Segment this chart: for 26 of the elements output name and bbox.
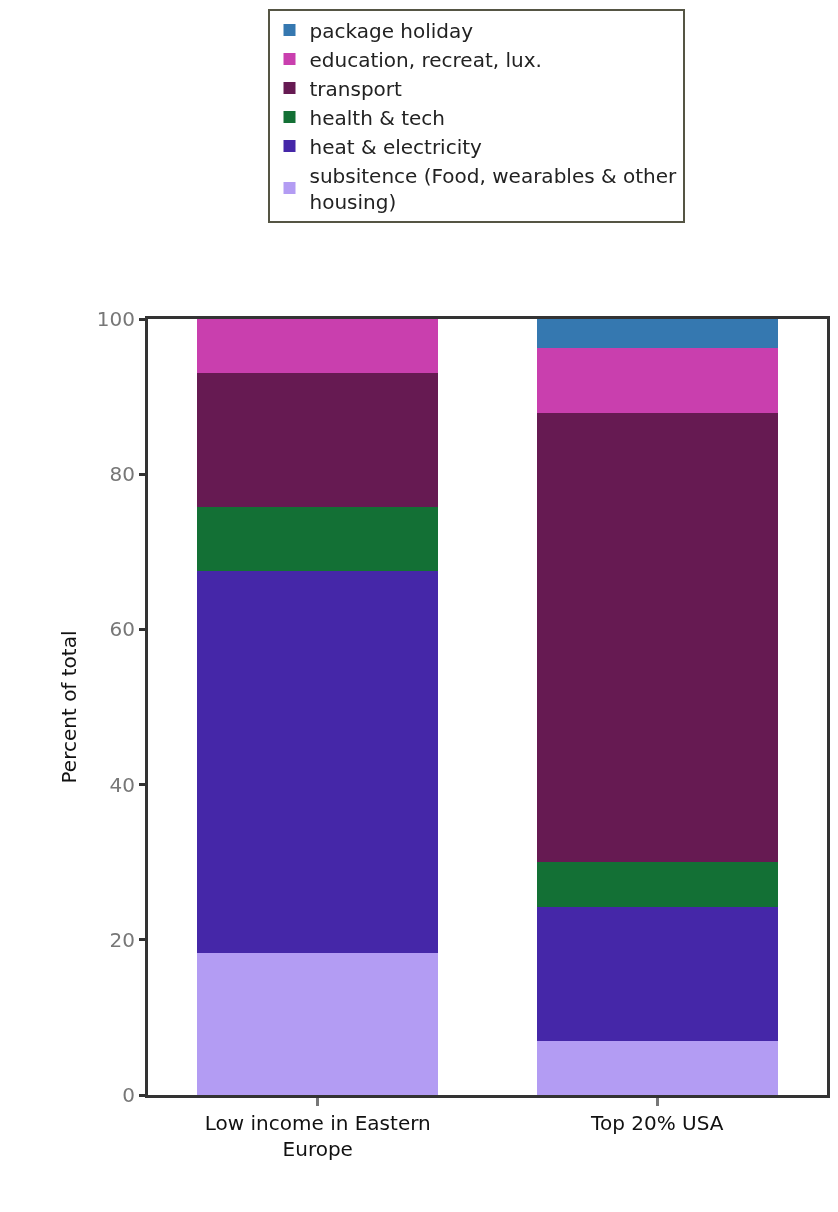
bar	[197, 952, 439, 1095]
legend-label: heat & electricity	[309, 134, 483, 159]
y-tick-label: 60	[109, 617, 135, 642]
y-tick-label: 0	[122, 1083, 135, 1107]
y-tick-label: 80	[109, 462, 135, 487]
bar	[197, 571, 439, 953]
bar	[536, 319, 778, 348]
legend-label: transport	[309, 76, 403, 101]
bar	[197, 506, 439, 572]
bar	[536, 347, 778, 413]
legend-label: health & tech	[309, 105, 445, 130]
y-tick-label: 40	[109, 772, 135, 797]
y-tick-label: 20	[109, 927, 135, 952]
bar	[536, 862, 778, 908]
y-axis-title: Percent of total	[57, 630, 82, 784]
bar	[197, 319, 439, 374]
bar	[197, 373, 439, 507]
bar	[536, 907, 778, 1041]
x-tick-label: Top 20% USA	[590, 1111, 724, 1135]
y-tick-label: 100	[96, 307, 135, 331]
legend-label: package holiday	[309, 18, 474, 43]
bar	[536, 412, 778, 863]
legend-label: education, recreat, lux.	[309, 47, 542, 72]
bar	[536, 1040, 778, 1095]
legend-label: subsitence (Food, wearables & other housing)	[309, 163, 677, 214]
x-tick-label: Low income in Eastern Europe	[204, 1111, 431, 1161]
